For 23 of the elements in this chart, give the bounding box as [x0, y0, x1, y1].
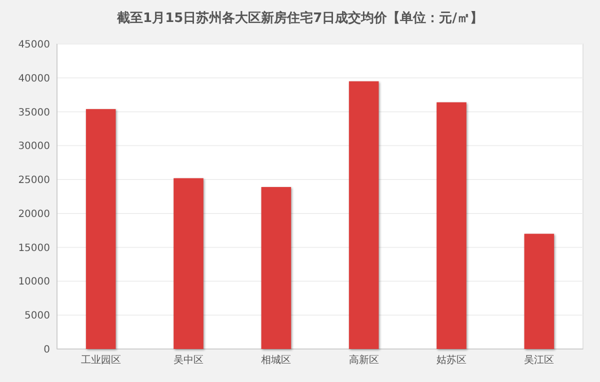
x-tick-label: 高新区 — [348, 354, 379, 366]
y-tick-label: 20000 — [18, 208, 50, 220]
bar — [348, 81, 379, 349]
x-tick-label: 吴江区 — [524, 354, 554, 366]
y-tick-label: 40000 — [18, 73, 50, 84]
x-tick-label: 工业园区 — [80, 354, 121, 366]
x-tick-label: 吴中区 — [174, 354, 204, 366]
bar — [261, 187, 292, 349]
y-tick-label: 25000 — [18, 175, 50, 186]
bar — [174, 178, 204, 349]
y-tick-label: 10000 — [18, 276, 50, 288]
y-tick-label: 0 — [44, 344, 50, 356]
bar — [86, 109, 116, 349]
bar — [524, 234, 554, 349]
y-tick-label: 5000 — [24, 310, 50, 322]
y-tick-label: 15000 — [18, 242, 50, 254]
chart-title: 截至1月15日苏州各大区新房住宅7日成交均价【单位：元/㎡】 — [116, 10, 483, 26]
y-tick-label: 35000 — [18, 107, 50, 118]
x-tick-label: 相城区 — [261, 354, 292, 366]
bar — [436, 102, 466, 349]
y-tick-label: 30000 — [18, 141, 50, 152]
y-tick-label: 45000 — [18, 40, 50, 50]
x-tick-label: 姑苏区 — [436, 354, 466, 366]
